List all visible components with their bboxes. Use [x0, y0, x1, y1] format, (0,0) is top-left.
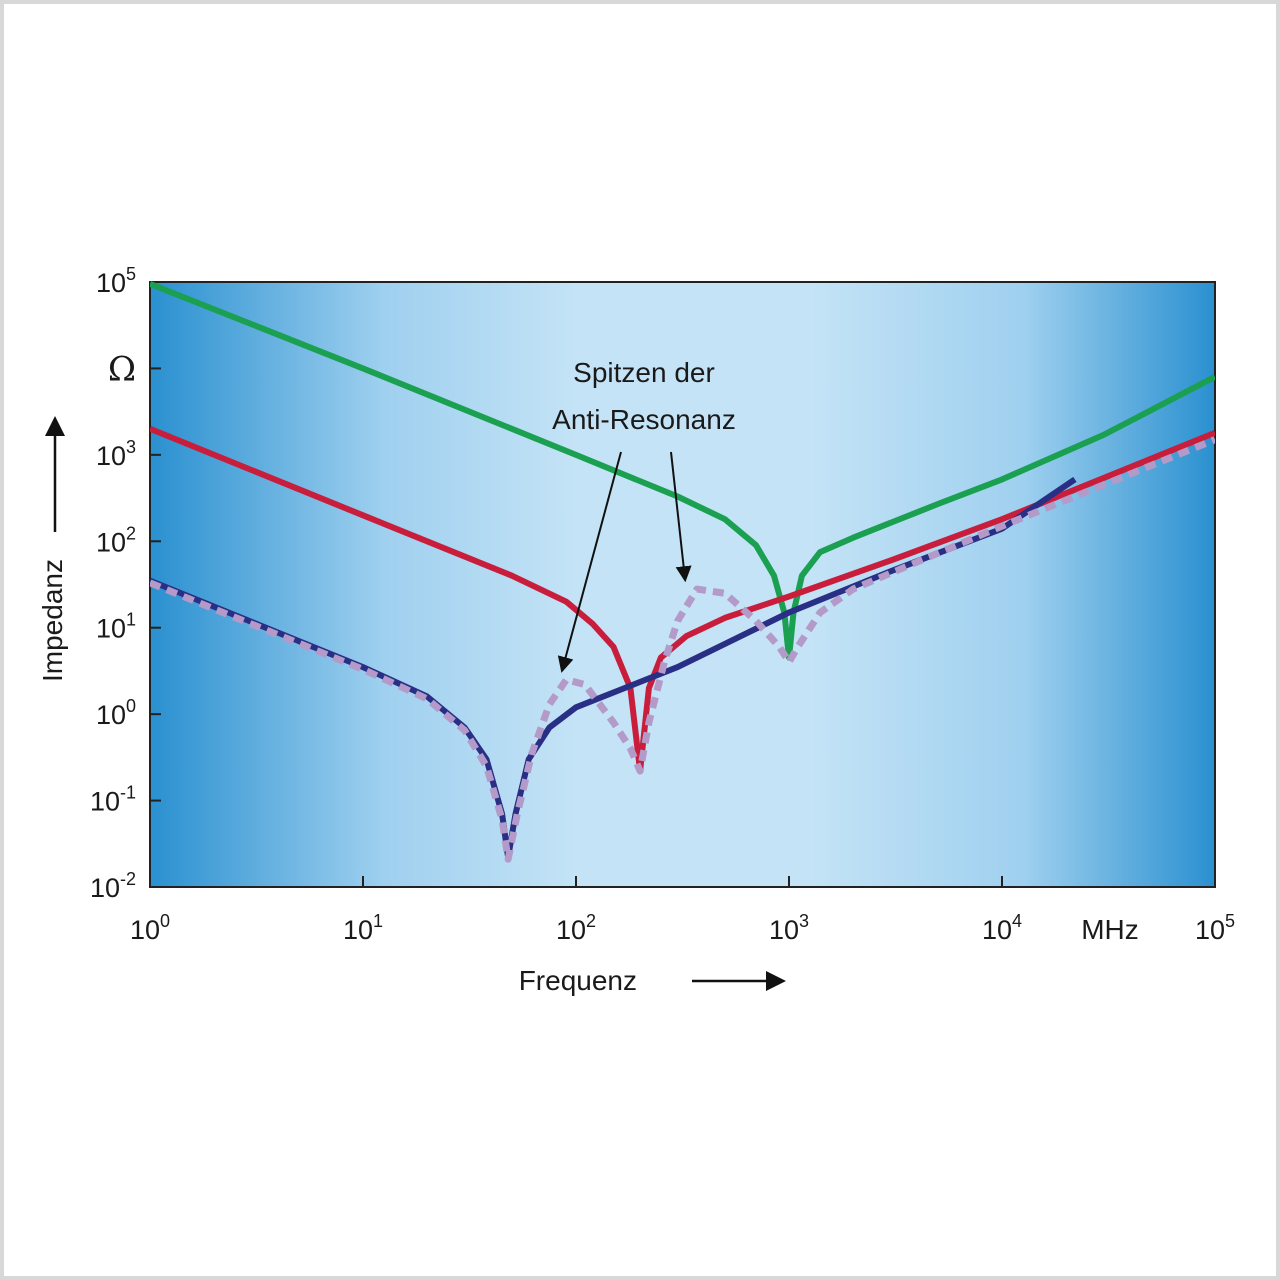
y-tick-exponent: -2	[120, 869, 136, 889]
y-tick-label: 100	[96, 696, 136, 730]
annotation-layer: Spitzen der Anti-Resonanz	[552, 357, 736, 673]
y-tick-exponent: 0	[126, 696, 136, 716]
x-tick-exponent: 3	[799, 911, 809, 931]
x-tick-label: 103	[769, 911, 809, 945]
annotation-text-line: Spitzen der	[573, 357, 715, 388]
annotation-arrow	[670, 451, 692, 583]
series-layer	[150, 281, 1215, 863]
tick-layer: 100 101 102 103 104 10510-210-110010110210310…	[90, 264, 1235, 945]
y-tick-base: 10	[96, 700, 126, 730]
y-tick-exponent: 3	[126, 437, 136, 457]
y-tick-base: 10	[96, 441, 126, 471]
x-tick-base: 10	[1195, 915, 1225, 945]
x-tick-base: 10	[343, 915, 373, 945]
x-tick-exponent: 4	[1012, 911, 1022, 931]
y-tick-label: 101	[96, 610, 136, 644]
y-tick-label: 105	[96, 264, 136, 298]
y-tick-base: 10	[96, 527, 126, 557]
x-tick-label: 104	[982, 911, 1022, 945]
series-line-1	[150, 426, 1215, 774]
annotation-arrow	[557, 451, 622, 673]
x-unit-label: MHz	[1081, 914, 1139, 945]
y-tick-base: 10	[90, 873, 120, 903]
series-line-3	[150, 436, 1215, 863]
y-tick-label: 102	[96, 523, 136, 557]
x-tick-base: 10	[769, 915, 799, 945]
x-tick-exponent: 5	[1225, 911, 1235, 931]
y-tick-exponent: 5	[126, 264, 136, 284]
y-tick-label: 10-1	[90, 783, 136, 817]
y-tick-label: 103	[96, 437, 136, 471]
x-tick-label: 100	[130, 911, 170, 945]
x-tick-label: 102	[556, 911, 596, 945]
axis-labels-layer: Ω MHz Frequenz Impedanz	[37, 349, 1139, 996]
y-tick-base: 10	[96, 614, 126, 644]
y-unit-label: Ω	[108, 349, 136, 389]
x-tick-exponent: 0	[160, 911, 170, 931]
x-tick-label: 101	[343, 911, 383, 945]
y-tick-exponent: -1	[120, 783, 136, 803]
y-tick-exponent: 1	[126, 610, 136, 630]
impedance-chart: 100 101 102 103 104 10510-210-110010110210310…	[37, 264, 1235, 996]
x-tick-exponent: 2	[586, 911, 596, 931]
y-tick-base: 10	[96, 268, 126, 298]
y-axis-title: Impedanz	[37, 559, 68, 682]
y-tick-base: 10	[90, 787, 120, 817]
x-axis-title: Frequenz	[519, 965, 637, 996]
y-tick-exponent: 2	[126, 523, 136, 543]
x-tick-base: 10	[130, 915, 160, 945]
x-tick-base: 10	[556, 915, 586, 945]
x-tick-exponent: 1	[373, 911, 383, 931]
x-tick-label: 105	[1195, 911, 1235, 945]
annotation-text-line: Anti-Resonanz	[552, 404, 736, 435]
x-tick-base: 10	[982, 915, 1012, 945]
plot-background	[149, 281, 1216, 888]
y-tick-label: 10-2	[90, 869, 136, 903]
